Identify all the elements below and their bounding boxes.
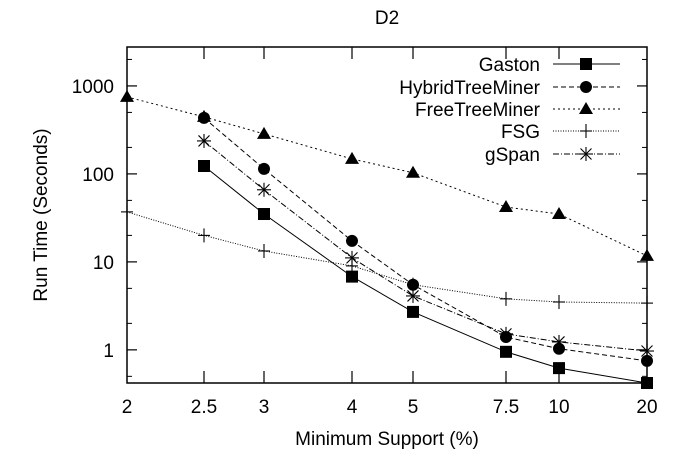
data-point-gaston xyxy=(407,305,419,318)
data-point-freetreeminer xyxy=(552,207,566,220)
legend-marker-hybridtreeminer xyxy=(580,81,592,93)
star-d2 xyxy=(258,183,270,196)
plot-frame xyxy=(126,46,648,384)
data-point-gaston xyxy=(553,362,565,375)
legend-label: FreeTreeMiner xyxy=(415,100,541,121)
data-point-gspan xyxy=(257,182,271,197)
x-tick-label: 5 xyxy=(408,397,419,418)
x-axis-title: Minimum Support (%) xyxy=(295,429,479,450)
legend-item-freetreeminer: FreeTreeMiner xyxy=(415,100,620,121)
data-point-freetreeminer xyxy=(197,109,211,122)
data-point-gaston xyxy=(346,270,358,283)
x-tick-label: 2 xyxy=(122,397,133,418)
star-d2 xyxy=(580,148,592,160)
legend-marker-fsg xyxy=(580,124,592,138)
data-point-gaston xyxy=(258,208,270,221)
legend-marker-gspan xyxy=(579,147,593,161)
series-fsg xyxy=(121,204,653,311)
y-tick-label: 1000 xyxy=(72,77,114,98)
x-tick-label: 7.5 xyxy=(493,397,519,418)
x-axis-ticks: 2 2.5 3 4 5 7.5 10 20 xyxy=(122,47,658,418)
series-line-gaston xyxy=(203,165,648,384)
x-tick-label: 10 xyxy=(548,397,569,418)
data-point-hybridtreeminer xyxy=(258,162,270,175)
series-hybridtreeminer xyxy=(198,111,653,367)
series-line-gspan xyxy=(203,140,648,352)
y-axis-title: Run Time (Seconds) xyxy=(31,128,52,301)
series-layer xyxy=(120,89,654,389)
x-tick-label: 2.5 xyxy=(191,397,217,418)
star-d2 xyxy=(500,327,512,340)
data-point-gspan xyxy=(499,326,513,341)
y-tick-label: 1 xyxy=(103,341,114,362)
chart-title: D2 xyxy=(375,8,399,29)
legend: GastonHybridTreeMinerFreeTreeMinerFSGgSp… xyxy=(399,55,620,166)
legend-item-gaston: Gaston xyxy=(479,55,620,76)
data-point-hybridtreeminer xyxy=(346,234,358,247)
data-point-gspan xyxy=(552,334,566,349)
data-point-gspan xyxy=(345,250,359,265)
series-line-fsg xyxy=(126,211,648,304)
data-point-gaston xyxy=(500,345,512,358)
data-point-freetreeminer xyxy=(257,126,271,139)
data-point-gaston xyxy=(198,159,210,172)
data-point-fsg xyxy=(553,294,565,309)
star-d2 xyxy=(198,135,210,147)
y-tick-label: 10 xyxy=(93,253,114,274)
y-tick-label: 100 xyxy=(82,165,114,186)
legend-label: gSpan xyxy=(485,145,540,166)
data-point-gspan xyxy=(406,288,420,303)
star-d2 xyxy=(346,252,358,264)
data-point-fsg xyxy=(198,228,210,243)
series-gaston xyxy=(198,159,653,389)
legend-label: HybridTreeMiner xyxy=(399,78,540,99)
x-tick-label: 3 xyxy=(259,397,270,418)
legend-label: FSG xyxy=(501,122,540,143)
series-freetreeminer xyxy=(120,89,654,261)
data-point-gspan xyxy=(197,133,211,148)
data-point-freetreeminer xyxy=(406,165,420,178)
legend-item-hybridtreeminer: HybridTreeMiner xyxy=(399,78,620,99)
star-d2 xyxy=(407,290,419,302)
data-point-fsg xyxy=(500,291,512,306)
star-d2 xyxy=(553,336,565,348)
x-tick-label: 4 xyxy=(347,397,358,418)
legend-item-gspan: gSpan xyxy=(485,145,620,166)
legend-marker-freetreeminer xyxy=(579,102,593,114)
data-point-fsg xyxy=(258,243,270,258)
data-point-freetreeminer xyxy=(499,200,513,213)
legend-marker-gaston xyxy=(580,58,592,70)
x-tick-label: 20 xyxy=(636,397,657,418)
data-point-freetreeminer xyxy=(345,151,359,164)
y-axis-ticks: 1 10 100 1000 xyxy=(72,58,647,377)
legend-label: Gaston xyxy=(479,55,540,76)
legend-item-fsg: FSG xyxy=(501,122,620,143)
